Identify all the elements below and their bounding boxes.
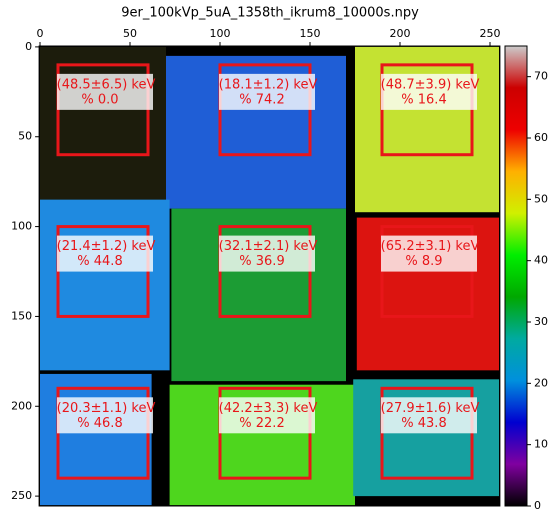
image-tile: [355, 47, 499, 212]
y-tick-label: 200: [11, 399, 32, 412]
x-tick-label: 150: [300, 27, 321, 40]
colorbar-tick-label: 70: [534, 70, 548, 83]
annotation-text: (32.1±2.1) keV: [219, 239, 318, 254]
annotation-text: (21.4±1.2) keV: [57, 239, 156, 254]
y-tick-label: 50: [18, 130, 32, 143]
annotation-text: (27.9±1.6) keV: [381, 401, 480, 416]
colorbar-tick-label: 0: [534, 499, 541, 511]
chart: 9er_100kVp_5uA_1358th_ikrum8_10000s.npy …: [0, 0, 548, 511]
annotation-text: (48.7±3.9) keV: [381, 77, 480, 92]
y-tick-label: 150: [11, 309, 32, 322]
image-tile: [171, 209, 346, 382]
colorbar-tick-label: 40: [534, 254, 548, 267]
annotation-text: % 0.0: [81, 92, 118, 107]
annotation-text: (48.5±6.5) keV: [57, 77, 156, 92]
annotation-text: % 46.8: [77, 416, 122, 431]
y-tick-label: 250: [11, 489, 32, 502]
annotation-text: % 44.8: [77, 254, 122, 269]
annotation-text: (65.2±3.1) keV: [381, 239, 480, 254]
x-tick-label: 100: [210, 27, 231, 40]
annotation-text: (18.1±1.2) keV: [219, 77, 318, 92]
colorbar-tick-label: 20: [534, 376, 548, 389]
x-tick-label: 50: [123, 27, 137, 40]
colorbar-tick-label: 30: [534, 315, 548, 328]
annotation-text: % 16.4: [401, 92, 446, 107]
annotation-text: (42.2±3.3) keV: [219, 401, 318, 416]
y-tick-label: 0: [25, 40, 32, 53]
annotation-text: % 74.2: [239, 92, 284, 107]
y-tick-label: 100: [11, 220, 32, 233]
colorbar: [505, 46, 527, 506]
annotation-text: (20.3±1.1) keV: [57, 401, 156, 416]
x-tick-label: 200: [390, 27, 411, 40]
annotation-text: % 22.2: [239, 416, 284, 431]
annotation-text: % 36.9: [239, 254, 284, 269]
annotation-text: % 43.8: [401, 416, 446, 431]
annotation-text: % 8.9: [405, 254, 442, 269]
colorbar-tick-label: 10: [534, 438, 548, 451]
colorbar-tick-label: 50: [534, 192, 548, 205]
chart-title: 9er_100kVp_5uA_1358th_ikrum8_10000s.npy: [121, 6, 419, 21]
x-tick-label: 250: [480, 27, 501, 40]
colorbar-tick-label: 60: [534, 131, 548, 144]
x-tick-label: 0: [37, 27, 44, 40]
